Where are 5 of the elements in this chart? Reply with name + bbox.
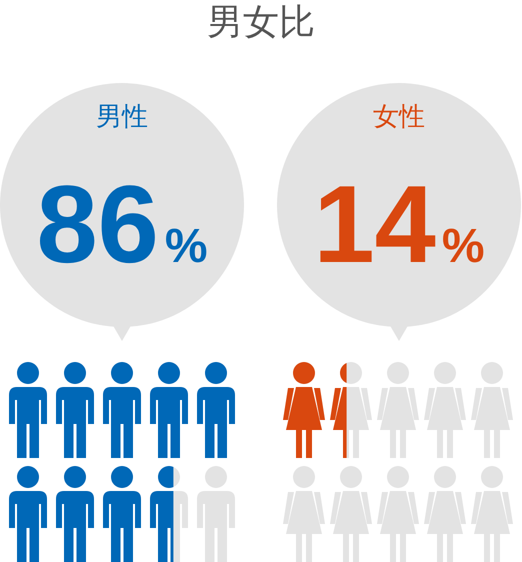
data-label: 14% — [313, 163, 485, 286]
text: 男女比 — [207, 0, 315, 42]
category-label: 女性 — [373, 101, 425, 132]
data-label: 86% — [36, 163, 208, 286]
category-label: 男性 — [96, 101, 148, 132]
